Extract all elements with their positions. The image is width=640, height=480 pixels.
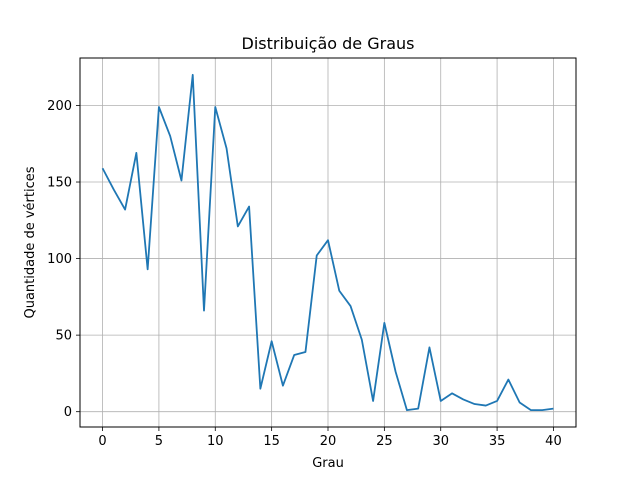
y-tick-label: 0 — [64, 405, 72, 420]
x-tick-label: 25 — [376, 434, 393, 449]
y-axis-ticks: 0 50 100 150 200 — [47, 99, 80, 420]
x-tick-label: 35 — [489, 434, 506, 449]
x-tick-label: 40 — [545, 434, 562, 449]
y-tick-label: 50 — [55, 329, 72, 344]
y-tick-label: 150 — [47, 176, 72, 191]
series-layer — [101, 73, 554, 412]
x-tick-label: 30 — [432, 434, 449, 449]
x-tick-label: 0 — [98, 434, 106, 449]
x-tick-label: 5 — [155, 434, 163, 449]
x-axis-title: Grau — [312, 456, 344, 471]
x-tick-label: 20 — [320, 434, 337, 449]
y-tick-label: 200 — [47, 99, 72, 114]
x-tick-label: 10 — [207, 434, 224, 449]
chart-title: Distribuição de Graus — [242, 34, 415, 53]
series-line — [101, 73, 554, 412]
x-axis-ticks: 0 5 10 15 20 25 30 35 40 — [98, 427, 562, 449]
x-tick-label: 15 — [263, 434, 280, 449]
y-tick-label: 100 — [47, 252, 72, 267]
y-axis-title: Quantidade de vértices — [23, 166, 38, 318]
